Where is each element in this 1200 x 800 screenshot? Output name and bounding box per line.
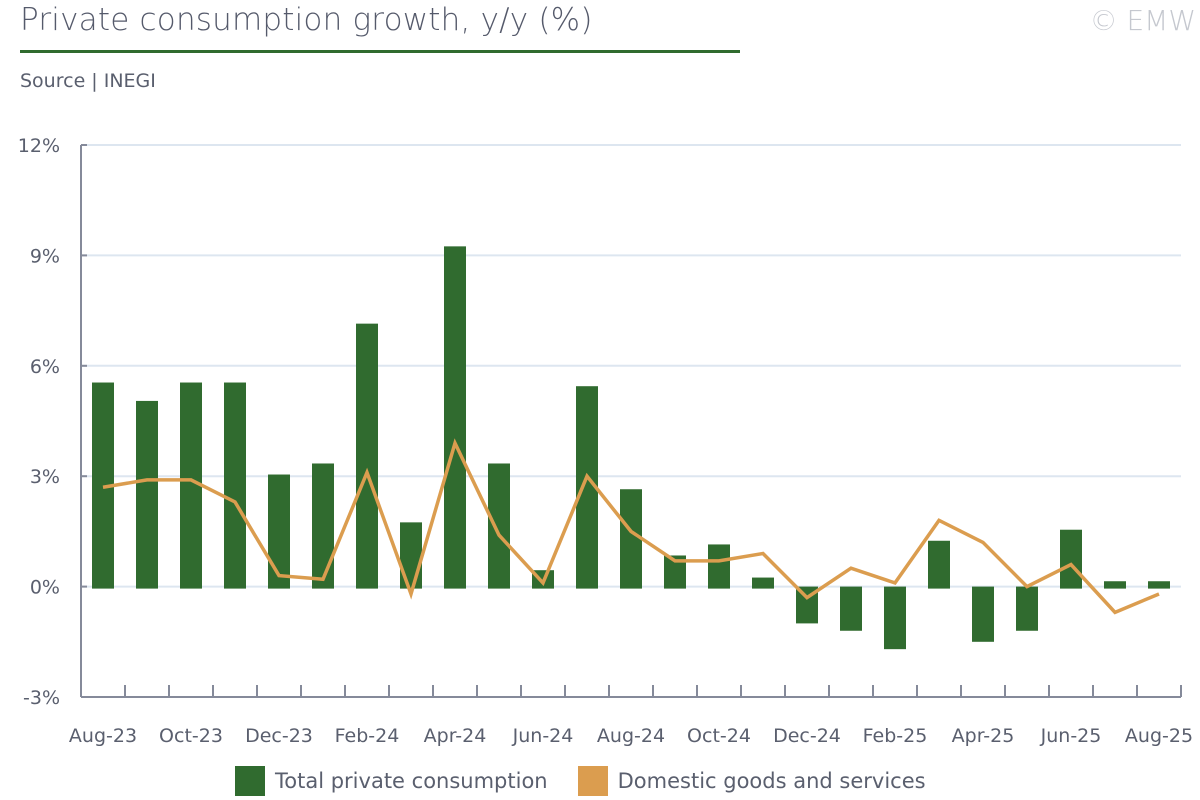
x-tick-label: Dec-24 (773, 725, 841, 747)
y-tick-label: 9% (30, 245, 60, 267)
bar-total-private-consumption (576, 386, 598, 589)
source-label: Source | INEGI (20, 70, 156, 92)
bar-total-private-consumption (708, 544, 730, 589)
legend-swatch-bar (235, 766, 265, 796)
x-tick-label: Aug-25 (1125, 725, 1193, 747)
title-underline (20, 50, 740, 53)
bar-total-private-consumption (664, 555, 686, 589)
bar-total-private-consumption (312, 463, 334, 589)
legend-label-total: Total private consumption (275, 769, 548, 793)
legend: Total private consumption Domestic goods… (235, 766, 956, 796)
bar-total-private-consumption (1148, 581, 1170, 589)
legend-swatch-line (577, 766, 608, 796)
bar-total-private-consumption (400, 522, 422, 589)
x-tick-label: Dec-23 (245, 725, 313, 747)
bar-total-private-consumption (752, 577, 774, 589)
bar-total-private-consumption (884, 586, 906, 650)
x-tick-label: Feb-24 (335, 725, 400, 747)
bar-total-private-consumption (928, 540, 950, 589)
legend-item-domestic: Domestic goods and services (577, 766, 926, 796)
y-tick-label: 6% (30, 356, 60, 378)
x-tick-label: Apr-24 (424, 725, 487, 747)
y-tick-label: 12% (18, 135, 60, 157)
y-tick-label: 3% (30, 466, 60, 488)
x-tick-label: Aug-24 (597, 725, 665, 747)
bar-total-private-consumption (180, 382, 202, 589)
legend-item-total: Total private consumption (235, 766, 548, 796)
y-tick-label: 0% (30, 577, 60, 599)
x-tick-label: Oct-23 (159, 725, 223, 747)
bar-total-private-consumption (1104, 581, 1126, 589)
bar-total-private-consumption (444, 246, 466, 589)
x-tick-label: Feb-25 (863, 725, 928, 747)
x-tick-label: Jun-24 (512, 725, 574, 747)
bar-total-private-consumption (620, 489, 642, 589)
bar-total-private-consumption (224, 382, 246, 589)
x-tick-label: Jun-25 (1040, 725, 1102, 747)
bar-total-private-consumption (356, 323, 378, 589)
x-tick-label: Apr-25 (952, 725, 1015, 747)
x-tick-label: Aug-23 (69, 725, 137, 747)
copyright-watermark: © EMW (1089, 4, 1196, 37)
bar-total-private-consumption (1060, 529, 1082, 589)
y-tick-label: -3% (23, 687, 60, 709)
bar-total-private-consumption (1016, 586, 1038, 631)
bar-total-private-consumption (488, 463, 510, 589)
x-tick-label: Oct-24 (687, 725, 751, 747)
legend-label-domestic: Domestic goods and services (617, 769, 926, 793)
bar-total-private-consumption (268, 474, 290, 589)
chart-title: Private consumption growth, y/y (%) (20, 2, 593, 38)
bar-total-private-consumption (840, 586, 862, 631)
bar-total-private-consumption (136, 400, 158, 589)
bar-total-private-consumption (972, 586, 994, 642)
